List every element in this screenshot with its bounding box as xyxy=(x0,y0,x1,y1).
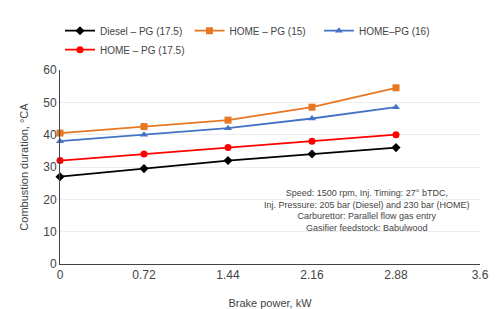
svg-text:30: 30 xyxy=(43,160,57,174)
svg-text:40: 40 xyxy=(43,128,57,142)
svg-text:HOME – PG (15): HOME – PG (15) xyxy=(229,26,305,37)
svg-text:50: 50 xyxy=(43,96,57,110)
svg-text:Speed: 1500 rpm, Inj. Timing:: Speed: 1500 rpm, Inj. Timing: 27° bTDC,I… xyxy=(264,188,470,233)
svg-text:1.44: 1.44 xyxy=(216,268,240,282)
svg-text:Diesel – PG (17.5): Diesel – PG (17.5) xyxy=(100,26,182,37)
svg-text:3.6: 3.6 xyxy=(472,268,489,282)
svg-text:Combustion duration, °CA: Combustion duration, °CA xyxy=(18,103,30,231)
svg-text:Brake power, kW: Brake power, kW xyxy=(228,297,312,309)
svg-text:HOME – PG (17.5): HOME – PG (17.5) xyxy=(100,45,184,56)
svg-text:0: 0 xyxy=(57,268,64,282)
svg-text:2.88: 2.88 xyxy=(384,268,408,282)
svg-text:2.16: 2.16 xyxy=(300,268,324,282)
svg-text:HOME–PG (16): HOME–PG (16) xyxy=(359,26,430,37)
svg-text:0: 0 xyxy=(50,257,57,271)
svg-text:60: 60 xyxy=(43,63,57,77)
svg-text:20: 20 xyxy=(43,193,57,207)
svg-text:0.72: 0.72 xyxy=(132,268,156,282)
svg-text:10: 10 xyxy=(43,225,57,239)
